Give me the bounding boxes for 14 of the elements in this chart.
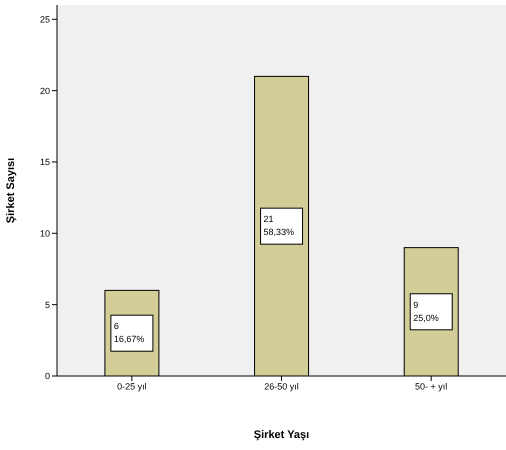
x-tick-label: 0-25 yıl (117, 381, 147, 392)
x-tick-label: 26-50 yıl (264, 381, 299, 392)
data-label: 21 58,33% (264, 214, 294, 238)
data-label: 6 16,67% (114, 321, 144, 344)
y-axis-title: Şirket Sayısı (4, 158, 17, 224)
x-axis-title: Şirket Yaşı (254, 429, 310, 441)
y-tick-label: 20 (40, 86, 50, 96)
y-tick-label: 10 (40, 228, 50, 239)
y-tick-label: 25 (40, 14, 50, 24)
y-tick-label: 0 (44, 371, 50, 382)
data-label: 9 25,0% (413, 300, 439, 323)
x-tick-label: 50- + yıl (415, 381, 448, 392)
y-tick-label: 15 (40, 157, 50, 168)
y-tick-label: 5 (44, 300, 50, 310)
